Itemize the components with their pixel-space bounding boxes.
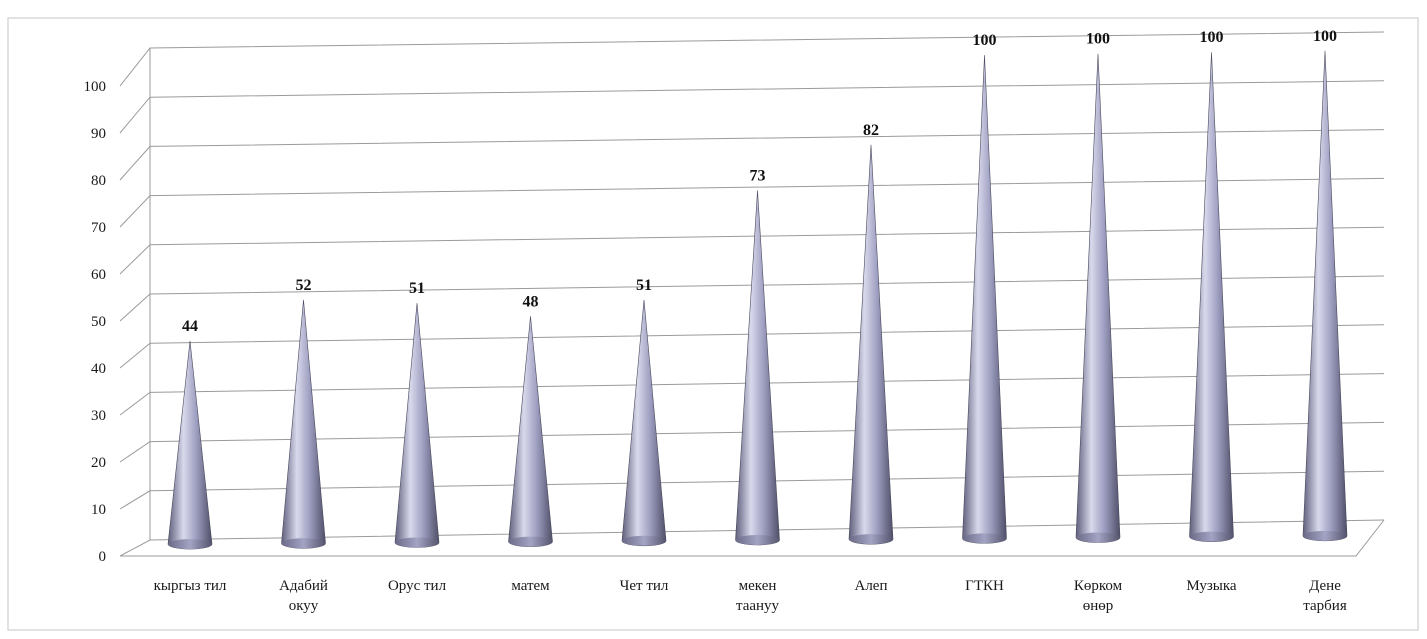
y-tick-label: 70 xyxy=(91,220,106,236)
y-axis: 0 10 20 30 40 50 60 70 80 90 100 xyxy=(84,79,107,565)
data-label: 51 xyxy=(409,280,425,297)
cone-base xyxy=(508,536,553,547)
category-label: Орус тил xyxy=(388,578,447,594)
cone-bar xyxy=(1189,52,1234,542)
cone-base xyxy=(395,537,439,548)
cone-bar xyxy=(735,190,780,546)
gridline xyxy=(119,80,1385,134)
gridline xyxy=(119,226,1385,275)
cone-bar xyxy=(1075,53,1121,543)
data-label: 100 xyxy=(1086,31,1110,48)
cone-bar xyxy=(508,316,553,547)
chart-frame xyxy=(7,17,1419,631)
y-tick-label: 20 xyxy=(91,455,106,471)
category-labels: кыргыз тил Адабий окуу Орус тил матем Чет тил… xyxy=(154,578,1347,614)
data-label: 51 xyxy=(636,277,652,294)
category-label: Адабий окуу xyxy=(279,578,328,614)
cones xyxy=(167,50,1348,550)
data-label: 100 xyxy=(1200,29,1224,46)
cone-bar xyxy=(621,299,667,547)
y-tick-label: 10 xyxy=(91,502,106,518)
gridline xyxy=(119,31,1385,87)
cone-base xyxy=(735,534,780,545)
category-label: кыргыз тил xyxy=(154,578,227,594)
cone-base xyxy=(962,533,1007,544)
category-label: Дене тарбия xyxy=(1303,578,1347,614)
cone-base xyxy=(1076,532,1120,543)
gridline xyxy=(119,177,1385,228)
data-label: 73 xyxy=(750,167,766,184)
y-tick-label: 60 xyxy=(91,267,106,283)
category-label: Алеп xyxy=(854,578,887,594)
cone-base xyxy=(849,534,893,545)
category-label: Музыка xyxy=(1186,578,1237,594)
data-label: 100 xyxy=(973,32,997,49)
cone-base xyxy=(168,539,212,550)
category-label: матем xyxy=(511,578,550,594)
category-label: Көрком өнөр xyxy=(1074,578,1123,614)
cone-base xyxy=(1189,531,1234,542)
category-label: мекен таануу xyxy=(736,578,780,614)
category-label: Чет тил xyxy=(620,578,669,594)
y-tick-label: 40 xyxy=(91,361,106,377)
data-label: 100 xyxy=(1313,28,1337,45)
cone-base xyxy=(622,535,666,546)
data-label: 82 xyxy=(863,122,879,139)
data-label: 44 xyxy=(182,318,198,335)
cone-bar xyxy=(281,299,326,549)
y-tick-label: 90 xyxy=(91,126,106,142)
cone-base xyxy=(281,538,326,549)
y-tick-label: 100 xyxy=(84,79,107,95)
data-label: 52 xyxy=(296,277,312,294)
cone-bar xyxy=(848,144,894,545)
y-tick-label: 0 xyxy=(99,549,107,565)
data-labels: 44 52 51 48 51 73 82 100 100 100 100 xyxy=(182,28,1337,335)
cone-bar xyxy=(962,55,1007,544)
cone-bar xyxy=(1302,50,1348,542)
floor-edge xyxy=(120,519,1385,557)
data-label: 48 xyxy=(523,293,539,310)
cone-bar xyxy=(167,340,213,550)
cone-base xyxy=(1303,530,1347,541)
category-label: ГТКН xyxy=(965,578,1004,594)
y-tick-label: 80 xyxy=(91,173,106,189)
y-tick-label: 30 xyxy=(91,408,106,424)
y-tick-label: 50 xyxy=(91,314,106,330)
